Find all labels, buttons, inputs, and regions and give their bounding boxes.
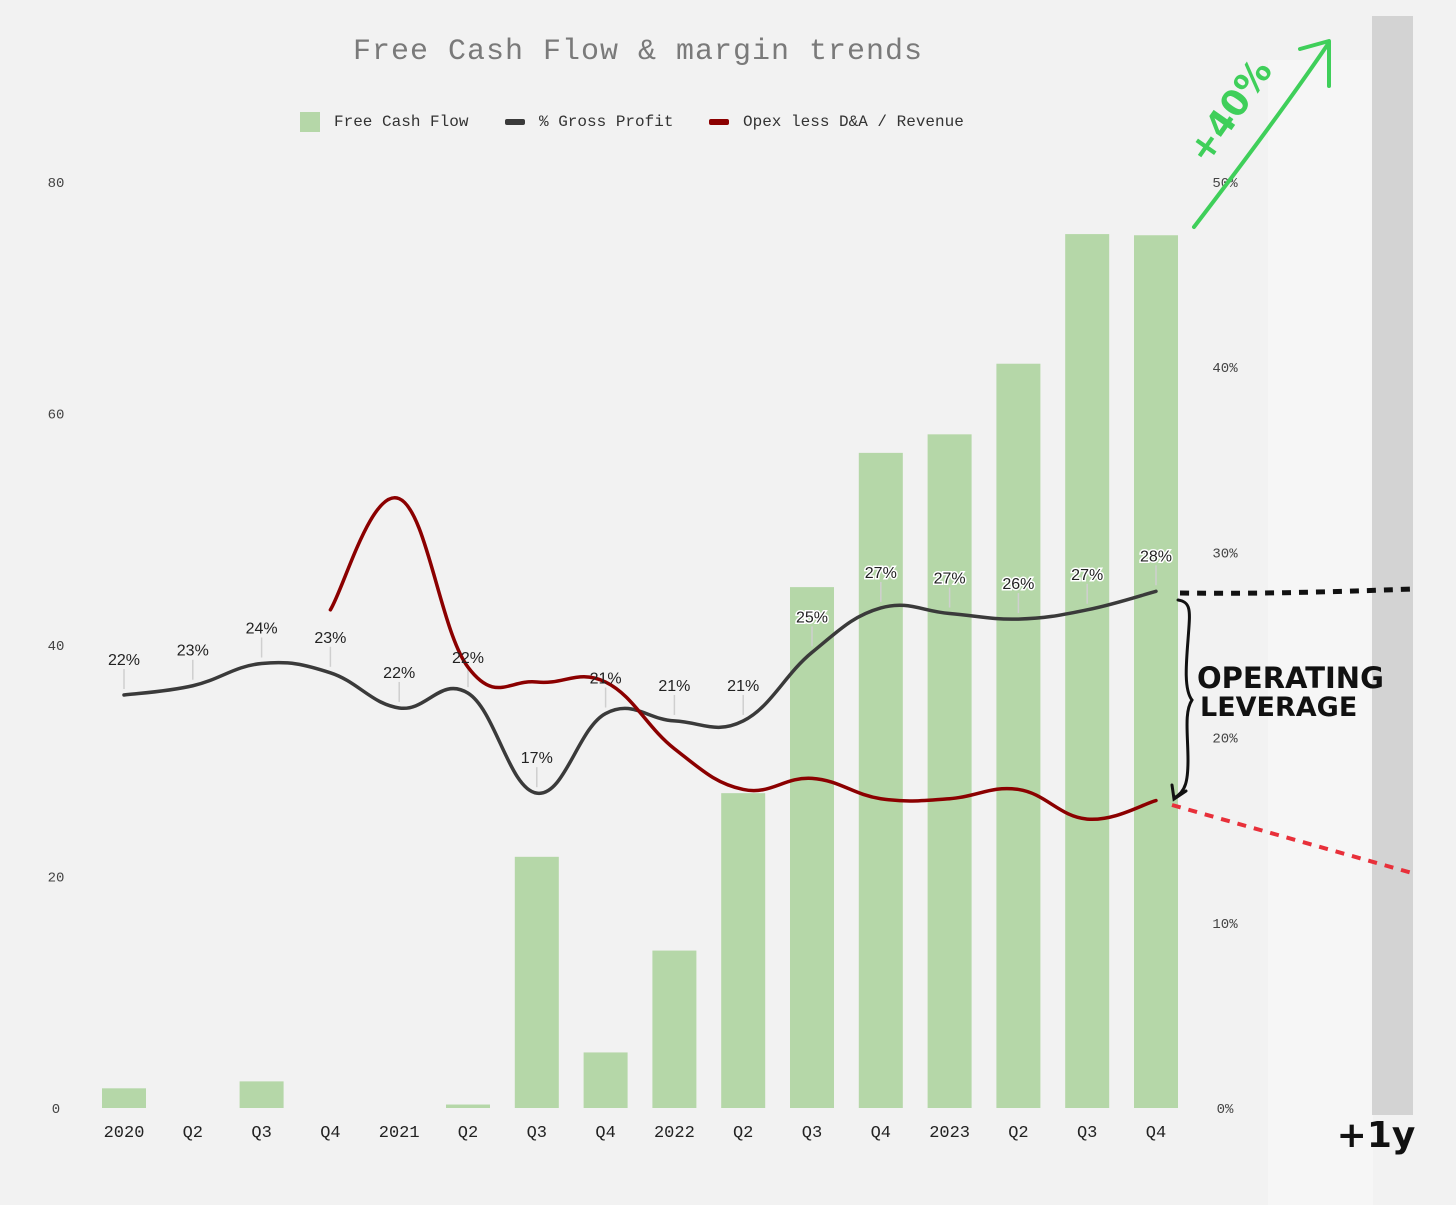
legend-swatch-gross-profit (505, 119, 525, 125)
x-tick-label: Q3 (1077, 1124, 1097, 1143)
legend-label-gross-profit: % Gross Profit (539, 113, 673, 131)
x-tick-label: Q3 (527, 1124, 547, 1143)
gross-profit-data-label: 23% (314, 630, 346, 647)
x-tick-label: 2021 (379, 1124, 420, 1143)
opex-line (328, 496, 1158, 821)
right-tick-label: 0% (1217, 1102, 1234, 1118)
growth-arrow-icon (1192, 42, 1330, 229)
right-tick-label: 20% (1212, 732, 1238, 748)
opex-projection (1171, 803, 1413, 875)
gross-profit-line (122, 589, 1158, 795)
gross-profit-data-label: 21% (658, 678, 690, 695)
operating-leverage-label-1: OPERATING (1197, 661, 1384, 695)
gross-profit-data-label: 26% (1002, 576, 1034, 593)
left-tick-label: 60 (48, 408, 65, 424)
fcf-bar (583, 1052, 628, 1108)
x-tick-label: Q4 (871, 1124, 891, 1143)
right-tick-label: 30% (1212, 546, 1238, 562)
fcf-bar (446, 1104, 490, 1108)
gross-profit-data-label: 22% (383, 665, 415, 682)
x-tick-label: Q4 (1146, 1124, 1166, 1143)
fcf-bar (1134, 235, 1178, 1108)
x-tick-label: Q2 (458, 1124, 478, 1143)
gross-profit-labels: 22% 23% 24% 23% 22% 22% 17% 21% 21% 21% 25% 27% 27% 2… (108, 547, 1174, 767)
gross-profit-data-label: 17% (521, 750, 553, 767)
x-tick-label: Q2 (733, 1124, 753, 1143)
fcf-bar (858, 452, 903, 1109)
series-lines (122, 496, 1158, 821)
gross-profit-data-label: 22% (108, 652, 140, 669)
gross-profit-data-label: 27% (1071, 567, 1103, 584)
fcf-bars (102, 234, 1178, 1109)
bracket-arrowhead-icon (1170, 783, 1188, 802)
gross-profit-data-label: 21% (727, 678, 759, 695)
fcf-bar (239, 1081, 284, 1108)
fcf-bar (514, 856, 559, 1108)
x-tick-label: Q4 (320, 1124, 340, 1143)
operating-leverage-label-2: LEVERAGE (1200, 692, 1357, 723)
fcf-bar (927, 434, 972, 1109)
fcf-bar (996, 363, 1041, 1108)
x-tick-label: 2022 (654, 1124, 695, 1143)
fcf-bar (102, 1088, 146, 1108)
gross-profit-data-label: 21% (590, 671, 622, 688)
legend-label-fcf: Free Cash Flow (334, 113, 469, 131)
label-guides (123, 565, 1157, 788)
fcf-bar (652, 950, 697, 1108)
operating-leverage-bracket (1172, 598, 1194, 800)
future-band (1372, 16, 1413, 1115)
gross-profit-data-label: 22% (452, 650, 484, 667)
x-tick-label: Q4 (595, 1124, 615, 1143)
left-tick-label: 80 (48, 176, 65, 192)
left-tick-label: 0 (52, 1102, 60, 1118)
gross-profit-data-label: 28% (1140, 548, 1172, 565)
x-tick-label: 2023 (929, 1124, 970, 1143)
future-period-label: +1y (1337, 1115, 1416, 1156)
x-tick-label: Q3 (251, 1124, 271, 1143)
x-tick-label: Q3 (802, 1124, 822, 1143)
x-axis: 2020 Q2 Q3 Q4 2021 Q2 Q3 Q4 2022 Q2 Q3 Q4 2023 Q2 Q3 Q4 (104, 1124, 1167, 1143)
chart-title: Free Cash Flow & margin trends (353, 35, 923, 69)
gross-profit-data-label: 25% (796, 609, 828, 626)
fcf-bar (1065, 234, 1110, 1108)
legend: Free Cash Flow % Gross Profit Opex less … (300, 112, 964, 132)
right-tick-label: 10% (1212, 917, 1238, 933)
x-tick-label: Q2 (183, 1124, 203, 1143)
fcf-bar (790, 587, 834, 1108)
annotation-area-background (1268, 60, 1373, 1205)
left-tick-label: 20 (48, 871, 65, 887)
left-axis: 0 20 40 60 80 (48, 176, 65, 1118)
legend-label-opex: Opex less D&A / Revenue (743, 113, 964, 131)
gross-profit-data-label: 27% (934, 571, 966, 588)
gross-profit-data-label: 23% (177, 643, 209, 660)
right-tick-label: 40% (1212, 361, 1238, 377)
legend-swatch-opex (709, 119, 729, 125)
gross-profit-data-label: 24% (246, 621, 278, 638)
legend-swatch-fcf (300, 112, 320, 132)
fcf-bar (721, 793, 766, 1108)
right-axis: 0%10%20%30%40%50% (1212, 176, 1238, 1118)
x-tick-label: Q2 (1008, 1124, 1028, 1143)
x-tick-label: 2020 (104, 1124, 145, 1143)
gross-profit-data-label: 27% (865, 565, 897, 582)
growth-arrowhead-icon (1298, 39, 1331, 88)
left-tick-label: 40 (48, 639, 65, 655)
